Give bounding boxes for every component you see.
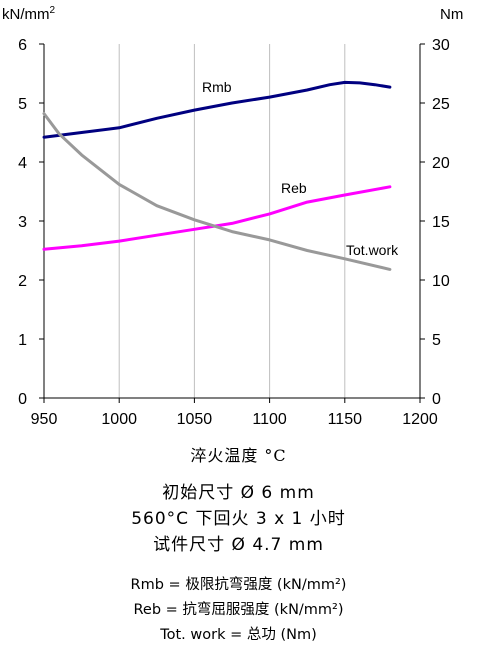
left-axis-unit: kN/mm2: [2, 5, 56, 23]
right-tick-label-10: 10: [432, 273, 450, 290]
x-tick-label-950: 950: [31, 411, 58, 428]
right-tick-label-15: 15: [432, 214, 450, 231]
x-tick-label-1000: 1000: [101, 411, 137, 428]
left-tick-label-3: 3: [18, 214, 27, 231]
left-tick-label-6: 6: [18, 37, 27, 54]
series-line-reb: [42, 185, 392, 251]
right-tick-label-5: 5: [432, 332, 441, 349]
right-tick-label-30: 30: [432, 37, 450, 54]
series-line-rmb: [42, 80, 392, 139]
x-axis-title: 淬火温度 °C: [190, 446, 287, 465]
right-tick-label-25: 25: [432, 96, 450, 113]
x-tick-label-1100: 1100: [252, 411, 287, 428]
chart: 0 1 2 3 4 5 6 0 5 10 15 20 25 30 950 1000 1050 1100 1150 12…: [2, 5, 463, 428]
legend-reb-definition: Reb = 抗弯屈服强度 (kN/mm²): [133, 602, 344, 618]
specimen-size-caption: 试件尺寸 Ø 4.7 mm: [153, 535, 324, 555]
left-tick-label-5: 5: [18, 96, 27, 113]
left-tick-label-4: 4: [18, 155, 27, 172]
x-tick-label-1150: 1150: [328, 411, 363, 428]
series-label-rmb: Rmb: [202, 79, 232, 95]
series-label-reb: Reb: [281, 180, 307, 196]
series-label-totwork: Tot.work: [346, 242, 399, 258]
legend-rmb-definition: Rmb = 极限抗弯强度 (kN/mm²): [130, 577, 347, 593]
left-tick-label-2: 2: [18, 273, 27, 290]
right-tick-label-0: 0: [432, 391, 441, 408]
x-tick-label-1200: 1200: [402, 411, 438, 428]
tempering-caption: 560°C 下回火 3 x 1 小时: [131, 509, 346, 529]
x-tick-label-1050: 1050: [177, 411, 213, 428]
initial-size-caption: 初始尺寸 Ø 6 mm: [162, 483, 315, 503]
legend-totwork-definition: Tot. work = 总功 (Nm): [160, 627, 317, 643]
left-tick-label-0: 0: [18, 391, 27, 408]
series-line-totwork: [42, 112, 392, 271]
right-tick-label-20: 20: [432, 155, 450, 172]
right-axis-unit: Nm: [440, 6, 463, 23]
left-tick-label-1: 1: [18, 332, 27, 349]
